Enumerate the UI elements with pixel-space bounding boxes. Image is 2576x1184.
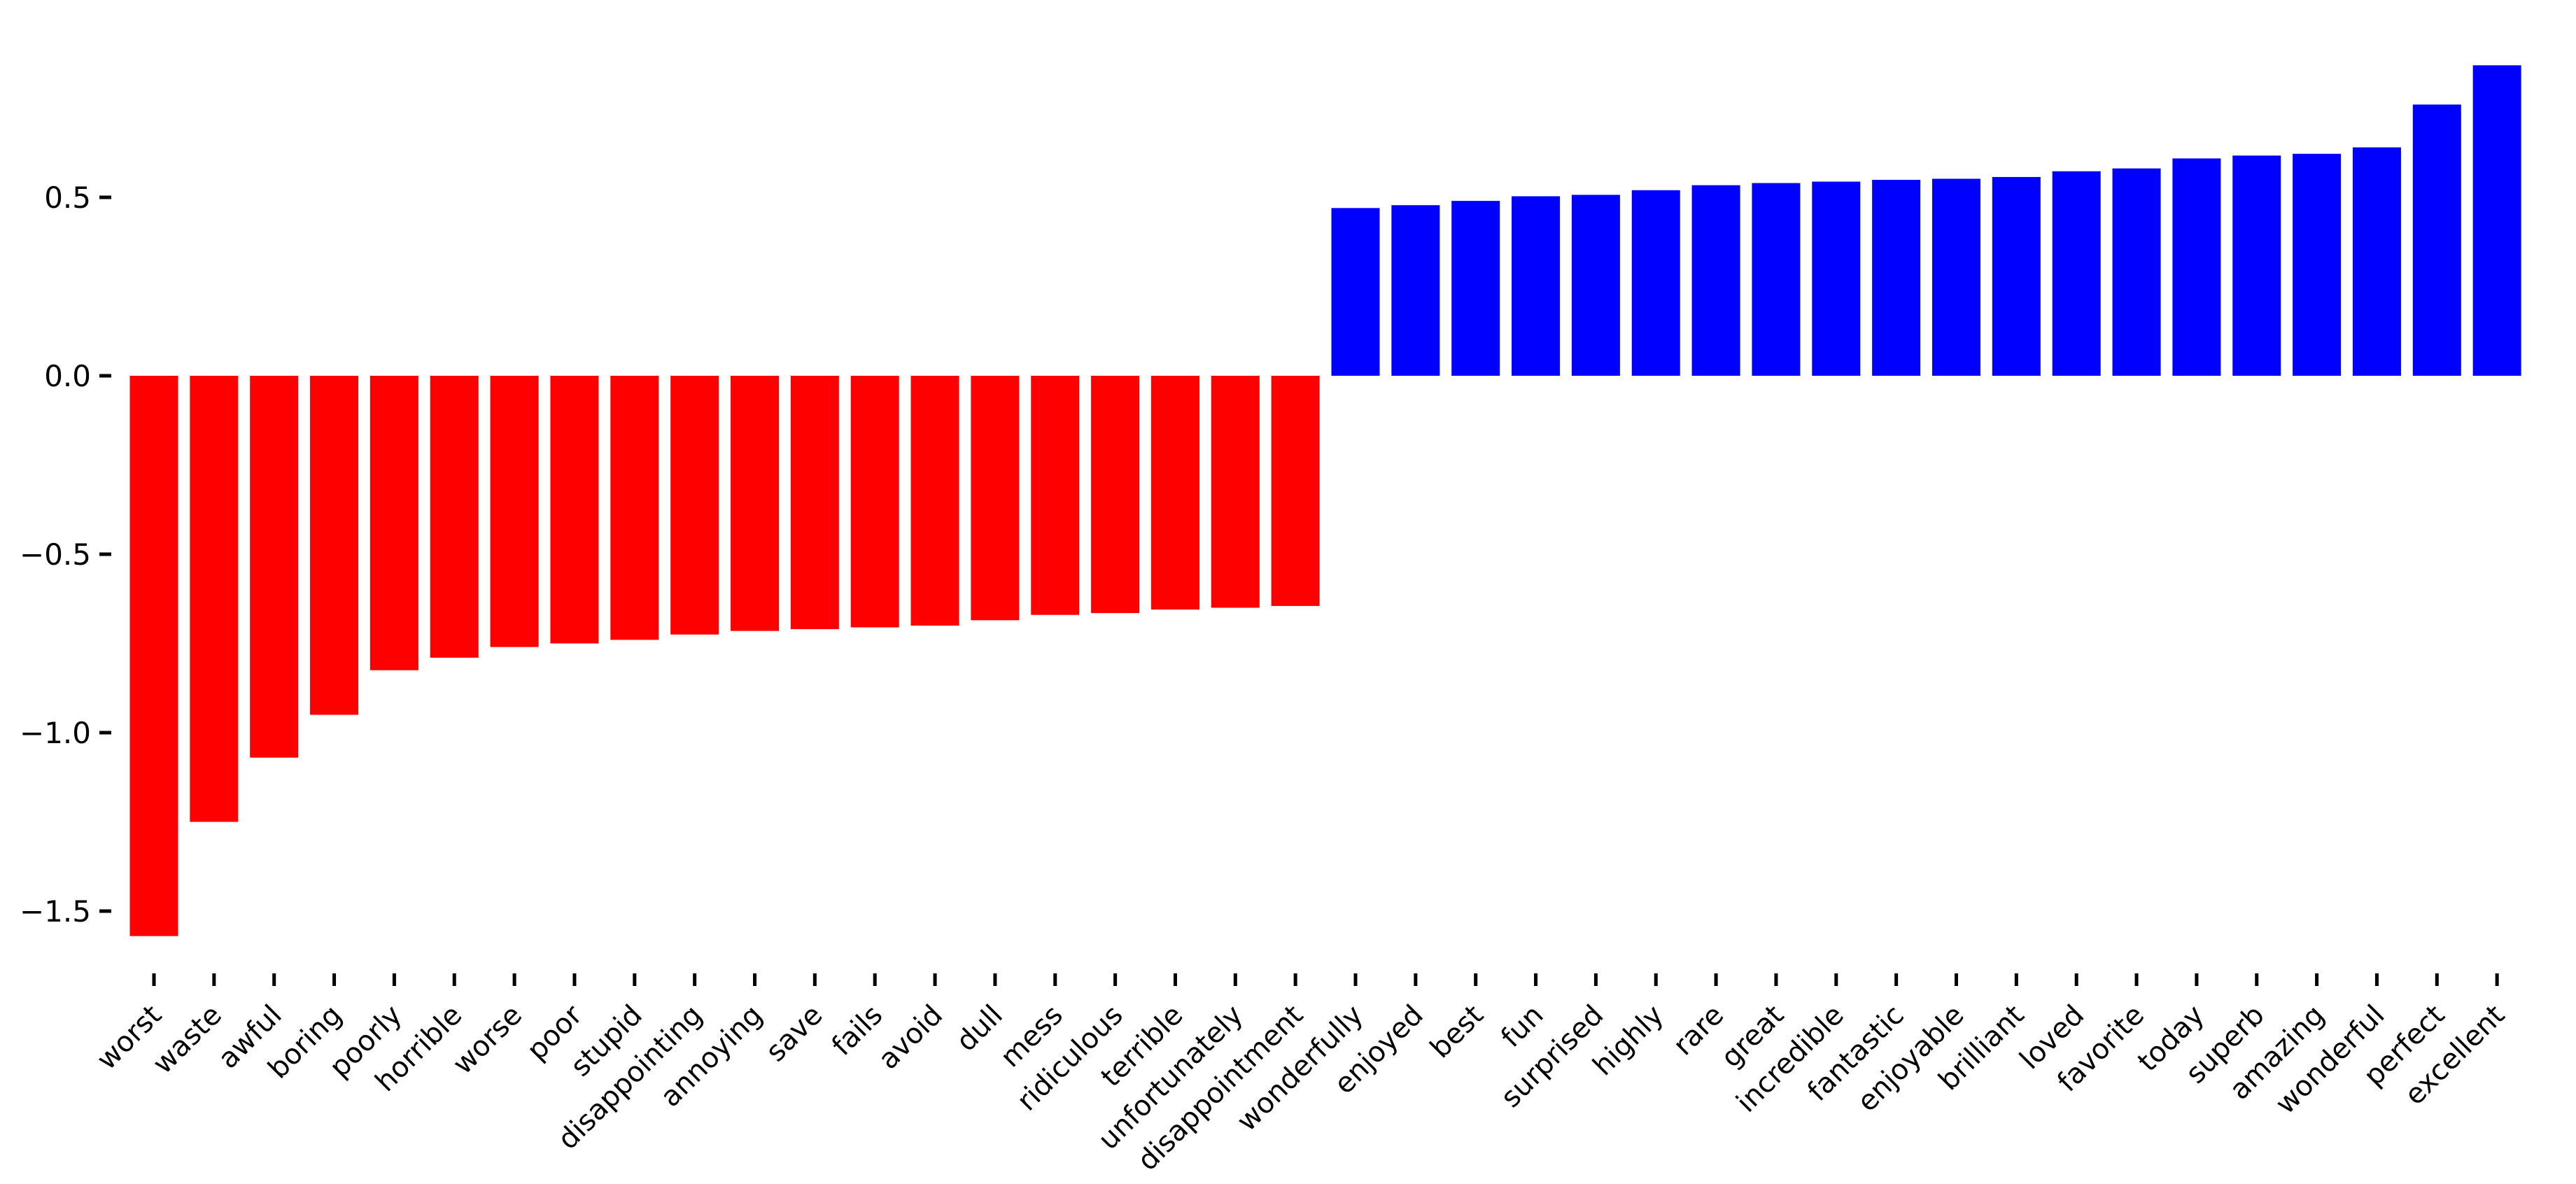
bar xyxy=(310,376,359,715)
bar xyxy=(2352,147,2401,376)
bar xyxy=(1091,376,1140,614)
bar xyxy=(1150,376,1199,610)
x-tick xyxy=(572,973,577,986)
x-tick xyxy=(1774,973,1778,986)
x-tick xyxy=(2374,973,2379,986)
bar xyxy=(1391,205,1440,376)
x-tick xyxy=(693,973,697,986)
x-tick xyxy=(2014,973,2018,986)
x-tick xyxy=(1293,973,1297,986)
x-tick xyxy=(993,973,997,986)
bar xyxy=(2172,158,2221,376)
bar xyxy=(1211,376,1260,608)
bar xyxy=(1992,176,2041,376)
bar xyxy=(2293,153,2342,376)
x-tick xyxy=(1714,973,1718,986)
bar xyxy=(2112,168,2161,376)
x-tick xyxy=(1593,973,1598,986)
y-tick xyxy=(99,909,111,913)
bar xyxy=(250,376,299,758)
y-tick xyxy=(99,195,111,199)
x-tick xyxy=(1113,973,1118,986)
bar xyxy=(731,376,779,631)
bar xyxy=(1812,181,1861,376)
bar xyxy=(1631,190,1680,376)
x-tick xyxy=(2195,973,2199,986)
x-tick xyxy=(1534,973,1538,986)
x-tick xyxy=(1173,973,1177,986)
bar xyxy=(1691,185,1740,376)
bar xyxy=(850,376,899,628)
y-tick xyxy=(99,552,111,556)
x-tick xyxy=(873,973,877,986)
x-tick xyxy=(1053,973,1057,986)
bar xyxy=(129,376,178,936)
x-tick xyxy=(152,973,156,986)
x-tick xyxy=(2255,973,2259,986)
x-tick xyxy=(512,973,516,986)
x-tick xyxy=(1414,973,1418,986)
bar xyxy=(1512,196,1561,376)
x-tick xyxy=(2435,973,2439,986)
bar xyxy=(1932,178,1980,376)
x-tick xyxy=(452,973,456,986)
bar xyxy=(910,376,959,626)
bar xyxy=(1571,195,1620,376)
y-tick-label: −0.5 xyxy=(20,537,91,572)
x-tick xyxy=(1955,973,1958,986)
x-tick xyxy=(2134,973,2139,986)
bar xyxy=(1331,208,1380,376)
x-tick xyxy=(332,973,337,986)
x-tick xyxy=(1834,973,1838,986)
bar xyxy=(2232,155,2281,376)
x-tick xyxy=(1353,973,1358,986)
bar xyxy=(190,376,239,822)
bar xyxy=(2472,65,2521,376)
x-tick xyxy=(1654,973,1658,986)
y-tick-label: 0.0 xyxy=(44,359,91,393)
x-tick xyxy=(1233,973,1237,986)
y-tick xyxy=(99,374,111,378)
x-tick xyxy=(2074,973,2078,986)
bar xyxy=(1872,180,1921,376)
x-tick xyxy=(1894,973,1899,986)
x-tick xyxy=(933,973,937,986)
bar xyxy=(550,376,599,644)
y-tick-label: −1.0 xyxy=(20,716,91,750)
x-tick xyxy=(1474,973,1478,986)
x-tick xyxy=(633,973,637,986)
x-tick xyxy=(2315,973,2319,986)
bar xyxy=(790,376,839,630)
x-tick xyxy=(2495,973,2499,986)
bar xyxy=(2412,104,2461,376)
x-tick xyxy=(392,973,396,986)
bar xyxy=(610,376,659,640)
bar xyxy=(1752,183,1801,376)
x-tick xyxy=(812,973,817,986)
bar xyxy=(1271,376,1320,606)
x-tick xyxy=(212,973,216,986)
bar xyxy=(490,376,539,647)
bar xyxy=(2052,171,2101,376)
bar xyxy=(1451,201,1500,376)
bar xyxy=(369,376,418,670)
y-tick-label: −1.5 xyxy=(20,894,91,929)
y-tick xyxy=(99,731,111,735)
y-tick-label: 0.5 xyxy=(44,181,91,215)
bar xyxy=(430,376,479,658)
x-tick xyxy=(272,973,276,986)
x-tick xyxy=(753,973,756,986)
bar xyxy=(670,376,719,635)
bar xyxy=(971,376,1020,621)
bar xyxy=(1031,376,1080,615)
